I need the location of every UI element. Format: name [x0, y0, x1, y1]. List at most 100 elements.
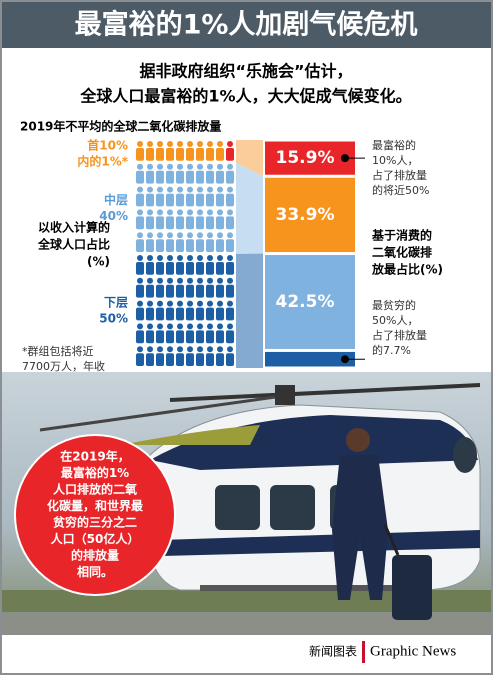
- person-icon: [156, 163, 164, 184]
- callout-text: 相同。: [77, 564, 113, 579]
- emission-label: 放最占比(%): [371, 262, 443, 277]
- person-icon: [176, 232, 184, 252]
- person-icon: [166, 346, 174, 366]
- callout-text: 在2019年，: [60, 449, 129, 464]
- icon-head: [227, 277, 233, 284]
- chart-title: 2019年不平均的全球二氧化碳排放量: [20, 119, 221, 134]
- note: 10%人，: [372, 154, 418, 167]
- icon-body: [176, 148, 184, 161]
- icon-body: [206, 307, 214, 321]
- icon-head: [167, 163, 173, 170]
- icon-head: [157, 163, 163, 170]
- icon-body: [176, 330, 184, 344]
- person-icon: [146, 163, 154, 184]
- icon-head: [207, 209, 213, 216]
- icon-body: [136, 239, 144, 252]
- person-icon: [206, 141, 214, 161]
- icon-body: [196, 148, 204, 161]
- icon-head: [217, 255, 223, 261]
- icon-head: [177, 277, 183, 284]
- person-icon: [216, 163, 224, 184]
- icon-body: [156, 353, 164, 366]
- emission-label: 二氧化碳排: [372, 245, 432, 260]
- icon-body: [206, 239, 214, 252]
- person-icon: [206, 163, 214, 184]
- note: 占了排放量: [372, 328, 427, 342]
- emission-segment: [265, 141, 355, 175]
- person-icon: [156, 323, 164, 344]
- icon-body: [146, 307, 154, 321]
- icon-body: [186, 170, 194, 184]
- person-icon: [226, 300, 234, 321]
- value-label: 33.9%: [276, 205, 335, 225]
- person-icon: [186, 277, 194, 298]
- icon-head: [187, 323, 193, 330]
- icon-body: [226, 193, 234, 207]
- icon-head: [137, 232, 143, 239]
- callout-text: 贫穷的三分之二: [53, 515, 137, 530]
- person-icon: [156, 277, 164, 298]
- person-icon: [176, 255, 184, 275]
- person-icon: [226, 255, 234, 275]
- icon-body: [136, 330, 144, 344]
- icon-body: [136, 353, 144, 366]
- icon-body: [166, 307, 174, 321]
- icon-head: [227, 300, 233, 307]
- title: 最富裕的1%人加剧气候危机: [75, 9, 418, 41]
- person-icon: [226, 277, 234, 298]
- icon-head: [137, 186, 143, 193]
- person-icon: [216, 323, 224, 344]
- icon-head: [157, 323, 163, 330]
- person-icon: [166, 300, 174, 321]
- icon-head: [227, 232, 233, 239]
- icon-body: [186, 353, 194, 366]
- person-icon: [136, 141, 144, 161]
- icon-body: [226, 262, 234, 275]
- note: 的将近50%: [372, 183, 429, 197]
- person-icon: [206, 346, 214, 366]
- person-icon: [136, 300, 144, 321]
- icon-body: [166, 216, 174, 230]
- person-icon: [196, 300, 204, 321]
- icon-head: [217, 346, 223, 353]
- person-icon: [166, 277, 174, 298]
- callout-text: 最富裕的1%: [61, 465, 129, 480]
- group-label: 中层: [104, 192, 128, 207]
- icon-body: [176, 262, 184, 275]
- person-icon: [156, 255, 164, 275]
- icon-head: [207, 346, 213, 353]
- person-icon: [226, 209, 234, 230]
- icon-body: [206, 216, 214, 230]
- person-icon: [196, 323, 204, 344]
- icon-body: [136, 170, 144, 184]
- icon-body: [156, 216, 164, 230]
- icon-head: [217, 209, 223, 216]
- icon-head: [227, 346, 233, 353]
- icon-body: [136, 193, 144, 207]
- icon-body: [196, 284, 204, 298]
- icon-head: [167, 277, 173, 284]
- icon-head: [147, 163, 153, 170]
- icon-body: [136, 148, 144, 161]
- icon-head: [217, 141, 223, 147]
- person-icon: [216, 232, 224, 252]
- group-label: 下层: [104, 296, 128, 310]
- person-icon: [196, 163, 204, 184]
- icon-head: [197, 163, 203, 170]
- icon-head: [167, 186, 173, 193]
- icon-head: [147, 300, 153, 307]
- icon-body: [166, 239, 174, 252]
- value-label: 42.5%: [276, 292, 335, 312]
- icon-body: [206, 284, 214, 298]
- icon-body: [216, 330, 224, 344]
- icon-body: [176, 239, 184, 252]
- emission-segment: [265, 255, 355, 349]
- person-icon: [196, 141, 204, 161]
- icon-body: [176, 353, 184, 366]
- footnote: 7700万人，年收: [22, 359, 105, 373]
- icon-head: [177, 346, 183, 353]
- icon-head: [177, 209, 183, 216]
- callout-text: 人口排放的二氧: [53, 482, 137, 497]
- icon-head: [167, 232, 173, 239]
- source: 新闻图表: [309, 644, 357, 659]
